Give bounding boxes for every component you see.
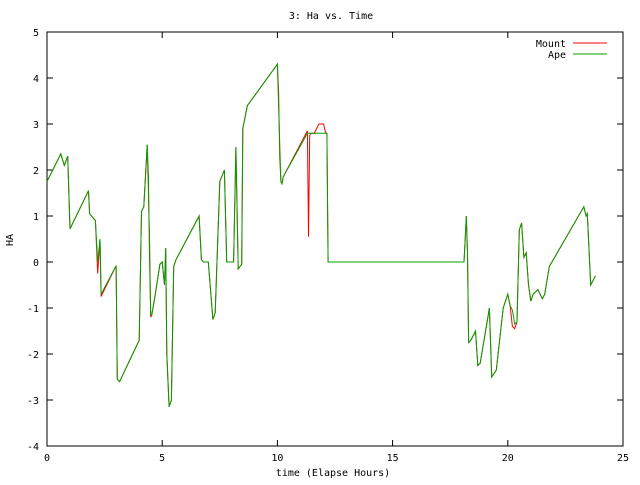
series-group xyxy=(46,62,596,408)
y-tick-label: 4 xyxy=(33,74,39,85)
y-axis-label: HA xyxy=(5,234,16,246)
y-tick-label: -3 xyxy=(27,396,39,407)
x-tick-label: 5 xyxy=(159,453,165,464)
y-tick-label: 2 xyxy=(33,166,39,177)
y-tick-label: 5 xyxy=(33,28,39,39)
x-axis-label: time (Elapse Hours) xyxy=(276,468,390,479)
y-tick-label: 1 xyxy=(33,212,39,223)
x-tick-label: 0 xyxy=(44,453,50,464)
y-tick-label: -2 xyxy=(27,350,39,361)
x-tick-label: 10 xyxy=(271,453,283,464)
legend-label-mount: Mount xyxy=(536,39,566,50)
x-tick-label: 15 xyxy=(387,453,399,464)
series-line-mount xyxy=(46,62,596,408)
y-tick-label: -1 xyxy=(27,304,39,315)
y-tick-label: -4 xyxy=(27,442,39,453)
series-line-ape xyxy=(46,62,596,408)
plot-frame xyxy=(46,31,624,447)
x-tick-label: 25 xyxy=(617,453,629,464)
legend-label-ape: Ape xyxy=(548,50,566,61)
y-tick-label: 3 xyxy=(33,120,39,131)
y-tick-label: 0 xyxy=(33,258,39,269)
chart-title: 3: Ha vs. Time xyxy=(289,11,373,22)
axes-group: 0 5 10 15 20 25 -4 -3 -2 -1 0 1 2 3 4 5 xyxy=(27,28,629,464)
x-tick-label: 20 xyxy=(502,453,514,464)
